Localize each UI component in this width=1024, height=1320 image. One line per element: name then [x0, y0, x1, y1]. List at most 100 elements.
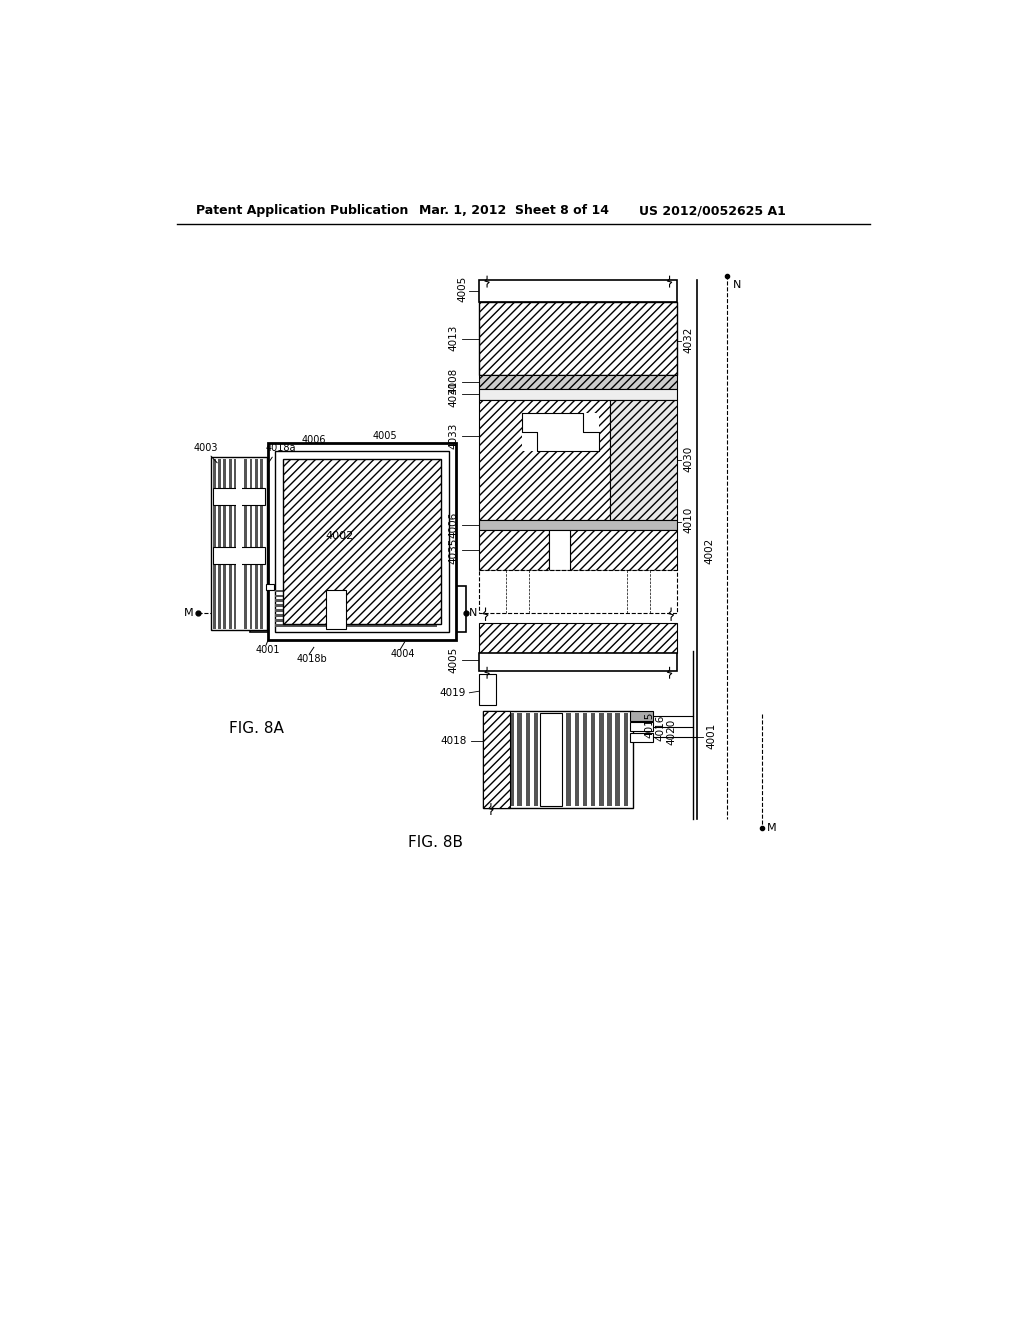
- Bar: [479, 675, 497, 705]
- Bar: [274, 590, 437, 593]
- Bar: [484, 713, 489, 807]
- Bar: [615, 713, 620, 807]
- Text: FIG. 8A: FIG. 8A: [229, 721, 284, 735]
- Bar: [211, 457, 267, 631]
- Bar: [591, 713, 596, 807]
- Bar: [479, 388, 677, 400]
- Bar: [250, 459, 253, 628]
- Bar: [218, 459, 221, 628]
- Text: M: M: [184, 607, 194, 618]
- Bar: [250, 586, 466, 632]
- Bar: [479, 375, 677, 388]
- Bar: [521, 412, 599, 451]
- Text: 4019: 4019: [439, 688, 466, 698]
- Text: 4016: 4016: [655, 715, 666, 742]
- Bar: [630, 711, 652, 721]
- Bar: [274, 624, 437, 627]
- Bar: [479, 280, 677, 302]
- Bar: [213, 488, 265, 506]
- Bar: [274, 610, 437, 612]
- Bar: [240, 459, 242, 628]
- Bar: [483, 711, 510, 808]
- Bar: [213, 459, 216, 628]
- Bar: [525, 713, 530, 807]
- Text: 4031: 4031: [449, 381, 459, 407]
- Text: FIG. 8B: FIG. 8B: [408, 834, 463, 850]
- Text: 4004: 4004: [391, 649, 416, 659]
- Text: 4005: 4005: [449, 647, 459, 673]
- Text: M: M: [767, 824, 777, 833]
- Text: 4005: 4005: [373, 432, 397, 441]
- Text: US 2012/0052625 A1: US 2012/0052625 A1: [639, 205, 785, 218]
- Bar: [570, 531, 677, 570]
- Text: 4013: 4013: [449, 325, 459, 351]
- Text: 4020: 4020: [667, 719, 677, 746]
- Bar: [509, 713, 514, 807]
- Bar: [479, 531, 549, 570]
- Text: N: N: [733, 280, 741, 290]
- Bar: [558, 713, 563, 807]
- Bar: [542, 713, 547, 807]
- Bar: [479, 653, 677, 671]
- Bar: [275, 451, 449, 632]
- Bar: [266, 585, 273, 590]
- Text: N: N: [469, 607, 478, 618]
- Bar: [501, 713, 506, 807]
- Text: 4001: 4001: [707, 723, 717, 748]
- Text: 4003: 4003: [194, 444, 218, 453]
- Bar: [493, 713, 498, 807]
- Text: 4018: 4018: [440, 735, 467, 746]
- Bar: [223, 459, 226, 628]
- Bar: [479, 623, 677, 653]
- Text: 4015: 4015: [645, 711, 655, 738]
- Text: 4018b: 4018b: [296, 653, 327, 664]
- Bar: [274, 619, 437, 622]
- Bar: [274, 599, 437, 602]
- Bar: [326, 590, 346, 628]
- Bar: [534, 713, 539, 807]
- Bar: [566, 713, 571, 807]
- Bar: [607, 713, 611, 807]
- Text: 4030: 4030: [683, 446, 693, 471]
- Bar: [479, 570, 677, 612]
- Bar: [479, 400, 610, 520]
- Bar: [624, 713, 628, 807]
- Bar: [213, 548, 265, 564]
- Text: Mar. 1, 2012  Sheet 8 of 14: Mar. 1, 2012 Sheet 8 of 14: [419, 205, 609, 218]
- Text: 4032: 4032: [683, 326, 693, 352]
- Bar: [541, 713, 562, 807]
- Bar: [483, 711, 634, 808]
- Text: 4005: 4005: [457, 276, 467, 302]
- Text: 4035: 4035: [449, 537, 459, 564]
- Bar: [267, 444, 457, 640]
- Bar: [549, 531, 570, 570]
- Text: 4008: 4008: [449, 368, 459, 395]
- Text: 4006: 4006: [449, 512, 459, 539]
- Bar: [479, 520, 677, 531]
- Bar: [630, 722, 652, 731]
- Bar: [610, 400, 677, 520]
- Bar: [233, 459, 237, 628]
- Bar: [237, 459, 243, 628]
- Bar: [574, 713, 580, 807]
- Bar: [630, 733, 652, 742]
- Bar: [517, 713, 522, 807]
- Bar: [283, 459, 441, 624]
- Bar: [274, 605, 437, 607]
- Bar: [550, 713, 555, 807]
- Text: 4002: 4002: [326, 531, 354, 541]
- Bar: [273, 589, 438, 631]
- Bar: [583, 713, 588, 807]
- Text: 4001: 4001: [255, 644, 280, 655]
- Text: 4006: 4006: [301, 436, 326, 445]
- Bar: [255, 459, 258, 628]
- Text: 4033: 4033: [449, 422, 459, 449]
- Bar: [228, 459, 231, 628]
- Bar: [479, 302, 677, 375]
- Text: Patent Application Publication: Patent Application Publication: [196, 205, 409, 218]
- Bar: [245, 459, 247, 628]
- Text: 4018a: 4018a: [265, 444, 296, 453]
- Text: 4010: 4010: [683, 507, 693, 533]
- Bar: [260, 459, 263, 628]
- Bar: [274, 594, 437, 597]
